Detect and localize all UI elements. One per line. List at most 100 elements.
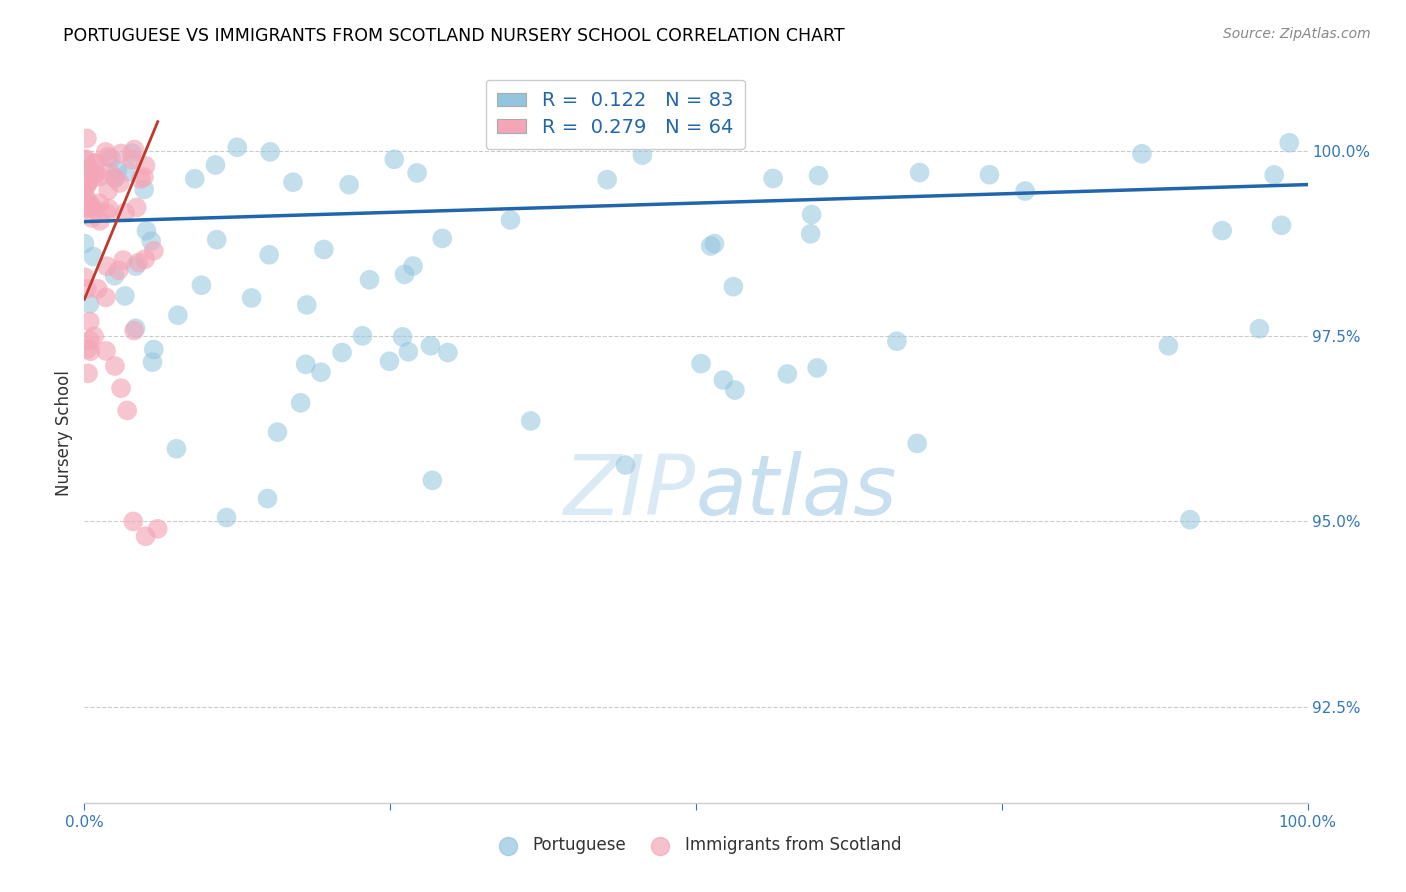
Point <box>73 189 96 203</box>
Point <box>97 184 120 198</box>
Point <box>114 289 136 303</box>
Point <box>190 278 212 293</box>
Point <box>79 314 101 328</box>
Point <box>80 197 103 211</box>
Point <box>723 279 745 293</box>
Point <box>281 175 304 189</box>
Point <box>77 175 100 189</box>
Point <box>124 321 146 335</box>
Point <box>1249 322 1271 336</box>
Point <box>89 196 111 211</box>
Point <box>108 176 131 190</box>
Point <box>121 146 143 161</box>
Point <box>359 273 381 287</box>
Point <box>394 268 416 282</box>
Point <box>112 253 135 268</box>
Point <box>800 227 823 241</box>
Text: Source: ZipAtlas.com: Source: ZipAtlas.com <box>1223 27 1371 41</box>
Point <box>699 239 721 253</box>
Point <box>73 174 96 188</box>
Point <box>800 208 823 222</box>
Point <box>83 329 105 343</box>
Point <box>121 153 143 167</box>
Point <box>128 255 150 269</box>
Point <box>80 211 103 225</box>
Point <box>73 153 96 167</box>
Point <box>89 169 111 184</box>
Point <box>73 270 96 285</box>
Point <box>391 330 413 344</box>
Point <box>1178 513 1201 527</box>
Point <box>98 202 121 216</box>
Point <box>98 165 121 179</box>
Point <box>87 282 110 296</box>
Point <box>1014 184 1036 198</box>
Point <box>124 259 146 273</box>
Point <box>1263 168 1285 182</box>
Point <box>1270 219 1292 233</box>
Point <box>290 396 312 410</box>
Point <box>73 236 96 251</box>
Point <box>83 156 105 170</box>
Point <box>110 381 132 395</box>
Point <box>382 153 405 167</box>
Point <box>690 357 713 371</box>
Point <box>94 145 117 159</box>
Point <box>330 345 353 359</box>
Point <box>256 491 278 506</box>
Point <box>104 171 127 186</box>
Point <box>117 165 139 179</box>
Point <box>132 169 155 184</box>
Point <box>76 173 98 187</box>
Point <box>167 308 190 322</box>
Point <box>146 522 169 536</box>
Point <box>1157 339 1180 353</box>
Point <box>337 178 360 192</box>
Point <box>122 324 145 338</box>
Point <box>204 158 226 172</box>
Point <box>77 197 100 211</box>
Point <box>82 201 104 215</box>
Point <box>107 263 129 277</box>
Y-axis label: Nursery School: Nursery School <box>55 369 73 496</box>
Text: PORTUGUESE VS IMMIGRANTS FROM SCOTLAND NURSERY SCHOOL CORRELATION CHART: PORTUGUESE VS IMMIGRANTS FROM SCOTLAND N… <box>63 27 845 45</box>
Point <box>312 243 335 257</box>
Point <box>240 291 263 305</box>
Point <box>77 199 100 213</box>
Point <box>142 244 165 258</box>
Point <box>499 213 522 227</box>
Point <box>135 529 157 543</box>
Point <box>776 367 799 381</box>
Point <box>141 234 163 248</box>
Text: ZIP: ZIP <box>564 451 696 533</box>
Point <box>134 252 156 267</box>
Point <box>420 473 443 487</box>
Point <box>115 403 138 417</box>
Point <box>762 171 785 186</box>
Point <box>596 172 619 186</box>
Point <box>77 164 100 178</box>
Point <box>184 171 207 186</box>
Point <box>711 373 734 387</box>
Point <box>295 298 318 312</box>
Point <box>76 202 98 216</box>
Point <box>100 152 122 166</box>
Point <box>165 442 187 456</box>
Point <box>79 297 101 311</box>
Point <box>519 414 541 428</box>
Point <box>406 166 429 180</box>
Point <box>205 233 228 247</box>
Point <box>266 425 288 439</box>
Point <box>807 169 830 183</box>
Point <box>104 359 127 373</box>
Point <box>94 343 117 358</box>
Point <box>84 167 107 181</box>
Point <box>124 143 146 157</box>
Point <box>76 282 98 296</box>
Point <box>76 342 98 356</box>
Point <box>226 140 249 154</box>
Point <box>352 329 374 343</box>
Point <box>103 268 125 283</box>
Point <box>378 354 401 368</box>
Point <box>631 148 654 162</box>
